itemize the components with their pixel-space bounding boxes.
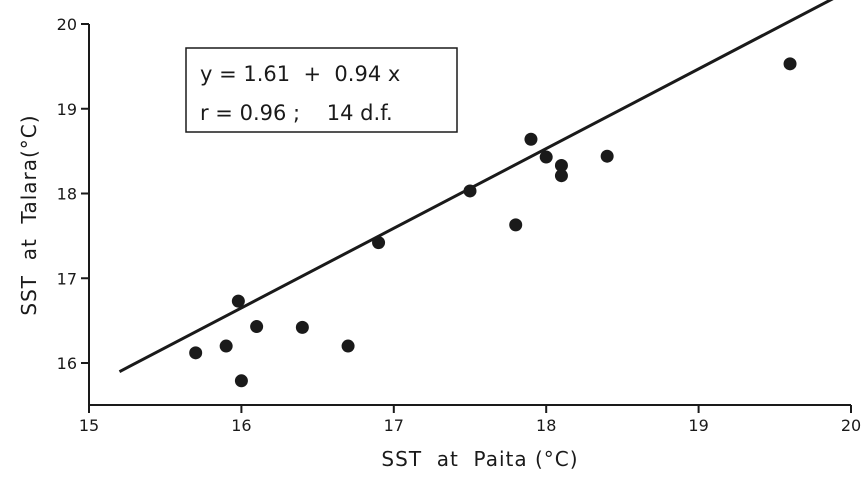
data-point bbox=[783, 57, 797, 71]
data-point bbox=[463, 184, 477, 198]
y-axis: 16 17 18 19 20 bbox=[57, 15, 90, 405]
data-point bbox=[524, 132, 538, 146]
data-point bbox=[372, 236, 386, 250]
data-point bbox=[341, 339, 355, 353]
y-tick-label: 17 bbox=[57, 269, 77, 288]
data-point bbox=[234, 374, 248, 388]
data-point bbox=[219, 339, 233, 353]
data-point bbox=[539, 150, 553, 164]
x-tick-label: 16 bbox=[231, 416, 251, 435]
data-point bbox=[509, 218, 523, 232]
y-axis-title: SST at Talara(°C) bbox=[17, 114, 41, 315]
data-point bbox=[295, 320, 309, 334]
x-tick-label: 18 bbox=[536, 416, 556, 435]
x-tick-label: 15 bbox=[79, 416, 99, 435]
x-ticks: 15 16 17 18 19 20 bbox=[79, 405, 861, 435]
data-point bbox=[250, 320, 264, 334]
equation-box: y = 1.61 + 0.94 x r = 0.96 ; 14 d.f. bbox=[185, 47, 458, 133]
equation-box-frame bbox=[185, 47, 458, 133]
data-point bbox=[554, 159, 568, 173]
x-tick-label: 17 bbox=[384, 416, 404, 435]
data-point bbox=[554, 169, 568, 183]
y-ticks: 16 17 18 19 20 bbox=[57, 15, 89, 373]
y-tick-label: 16 bbox=[57, 354, 77, 373]
data-point bbox=[189, 346, 203, 360]
x-axis: 15 16 17 18 19 20 bbox=[79, 404, 861, 435]
data-points bbox=[189, 57, 797, 388]
y-tick-label: 19 bbox=[57, 100, 77, 119]
y-tick-label: 20 bbox=[57, 15, 77, 34]
data-point bbox=[231, 294, 245, 308]
data-point bbox=[600, 149, 614, 163]
correlation-text: r = 0.96 ; 14 d.f. bbox=[200, 101, 393, 125]
equation-text: y = 1.61 + 0.94 x bbox=[200, 62, 400, 86]
regression-line bbox=[118, 0, 834, 373]
y-tick-label: 18 bbox=[57, 185, 77, 204]
x-tick-label: 20 bbox=[841, 416, 861, 435]
x-axis-title: SST at Paita (°C) bbox=[381, 447, 578, 471]
x-tick-label: 19 bbox=[688, 416, 708, 435]
